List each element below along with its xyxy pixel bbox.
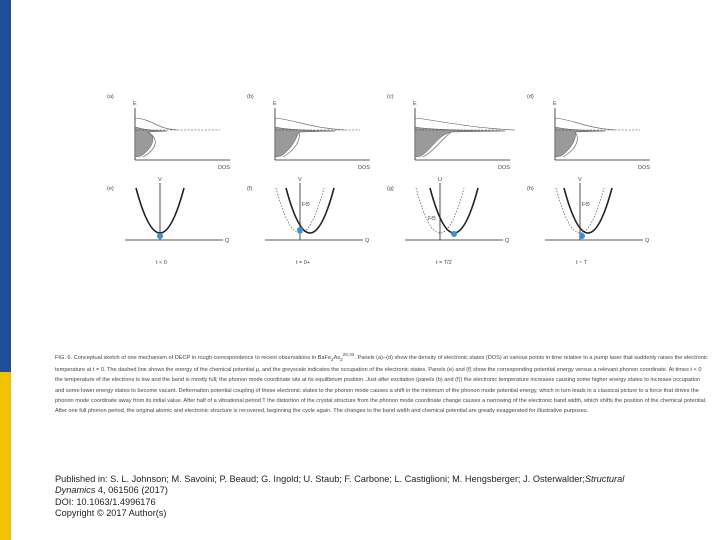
phonon-coordinate-dot bbox=[579, 233, 585, 239]
axis-label-y: E bbox=[413, 101, 417, 107]
force-label: FΘ bbox=[428, 216, 436, 222]
citation-block: Published in: S. L. Johnson; M. Savoini;… bbox=[55, 474, 715, 519]
dos-curve bbox=[134, 117, 178, 158]
axis-label-y: V bbox=[158, 177, 162, 183]
panel-label: (b) bbox=[247, 94, 254, 100]
citation-doi: DOI: 10.1063/1.4996176 bbox=[55, 496, 156, 507]
citation-line-2: Dynamics 4, 061506 (2017) bbox=[55, 485, 715, 496]
axis-label-y: V bbox=[578, 177, 582, 183]
caption-sub2: 2 bbox=[340, 356, 343, 362]
axis-label-x: Q bbox=[505, 238, 510, 244]
panel-label: (g) bbox=[387, 186, 394, 192]
axis-label-x: Q bbox=[225, 238, 230, 244]
axis-label-y: E bbox=[133, 101, 137, 107]
phonon-coordinate-dot bbox=[297, 227, 303, 233]
original-potential bbox=[275, 187, 325, 234]
citation-authors: Published in: S. L. Johnson; M. Savoini;… bbox=[55, 474, 585, 484]
time-label: t < 0 bbox=[156, 260, 167, 266]
phonon-coordinate-dot bbox=[157, 233, 163, 239]
dos-curve bbox=[274, 117, 346, 158]
side-stripe-blue bbox=[0, 0, 11, 540]
dos-fill bbox=[554, 126, 606, 158]
panel-label: (c) bbox=[387, 94, 394, 100]
dos-fill bbox=[274, 126, 336, 158]
axis-label-x: DOS bbox=[638, 165, 650, 171]
force-label: FΘ bbox=[582, 202, 590, 208]
caption-mid: As bbox=[333, 354, 341, 361]
citation-journal-1: Structural bbox=[584, 474, 625, 484]
potential-curve bbox=[563, 187, 613, 234]
panel-label: (d) bbox=[527, 94, 534, 100]
axis-label-y: U bbox=[438, 177, 442, 183]
time-label: t = 0+ bbox=[296, 260, 310, 266]
axis-label-x: DOS bbox=[358, 165, 370, 171]
caption-sub1: 2 bbox=[331, 356, 334, 362]
potential-curve bbox=[429, 187, 479, 234]
panel-label: (h) bbox=[527, 186, 534, 192]
original-potential bbox=[555, 187, 605, 234]
caption-sup: 20,34 bbox=[342, 352, 355, 357]
dos-fill bbox=[134, 126, 168, 158]
dos-curve bbox=[554, 117, 616, 158]
caption-body: . Panels (a)–(d) show the density of ele… bbox=[55, 354, 708, 414]
dos-curve bbox=[414, 117, 516, 158]
potential-curve bbox=[285, 187, 335, 234]
axis-label-y: E bbox=[273, 101, 277, 107]
panel-label: (f) bbox=[247, 186, 252, 192]
axis-label-x: Q bbox=[645, 238, 650, 244]
phonon-coordinate-dot bbox=[451, 231, 457, 237]
dos-fill bbox=[414, 126, 506, 158]
axis-label-x: DOS bbox=[498, 165, 510, 171]
caption-prefix: FIG. 6. Conceptual sketch of one mechani… bbox=[55, 354, 332, 361]
time-label: t = T/2 bbox=[436, 260, 452, 266]
figure-caption: FIG. 6. Conceptual sketch of one mechani… bbox=[55, 350, 710, 416]
panel-label: (e) bbox=[107, 186, 114, 192]
citation-journal-2: Dynamics bbox=[55, 485, 96, 496]
citation-copyright: Copyright © 2017 Author(s) bbox=[55, 507, 167, 518]
axis-label-x: Q bbox=[365, 238, 370, 244]
time-label: t ~ T bbox=[576, 260, 588, 266]
axis-label-y: E bbox=[553, 101, 557, 107]
axis-label-y: V bbox=[298, 177, 302, 183]
citation-volume: 4, 061506 (2017) bbox=[95, 485, 168, 496]
axis-label-x: DOS bbox=[218, 165, 230, 171]
figure-panels: (a) E DOS (b) E DOS (c) E DOS (d) E DOS (e) V Qt < 0 (f… bbox=[107, 94, 650, 266]
citation-line-1: Published in: S. L. Johnson; M. Savoini;… bbox=[55, 474, 715, 485]
panel-label: (a) bbox=[107, 94, 114, 100]
force-label: FΘ bbox=[302, 202, 310, 208]
side-stripe-yellow bbox=[0, 372, 11, 540]
original-potential bbox=[415, 187, 465, 234]
